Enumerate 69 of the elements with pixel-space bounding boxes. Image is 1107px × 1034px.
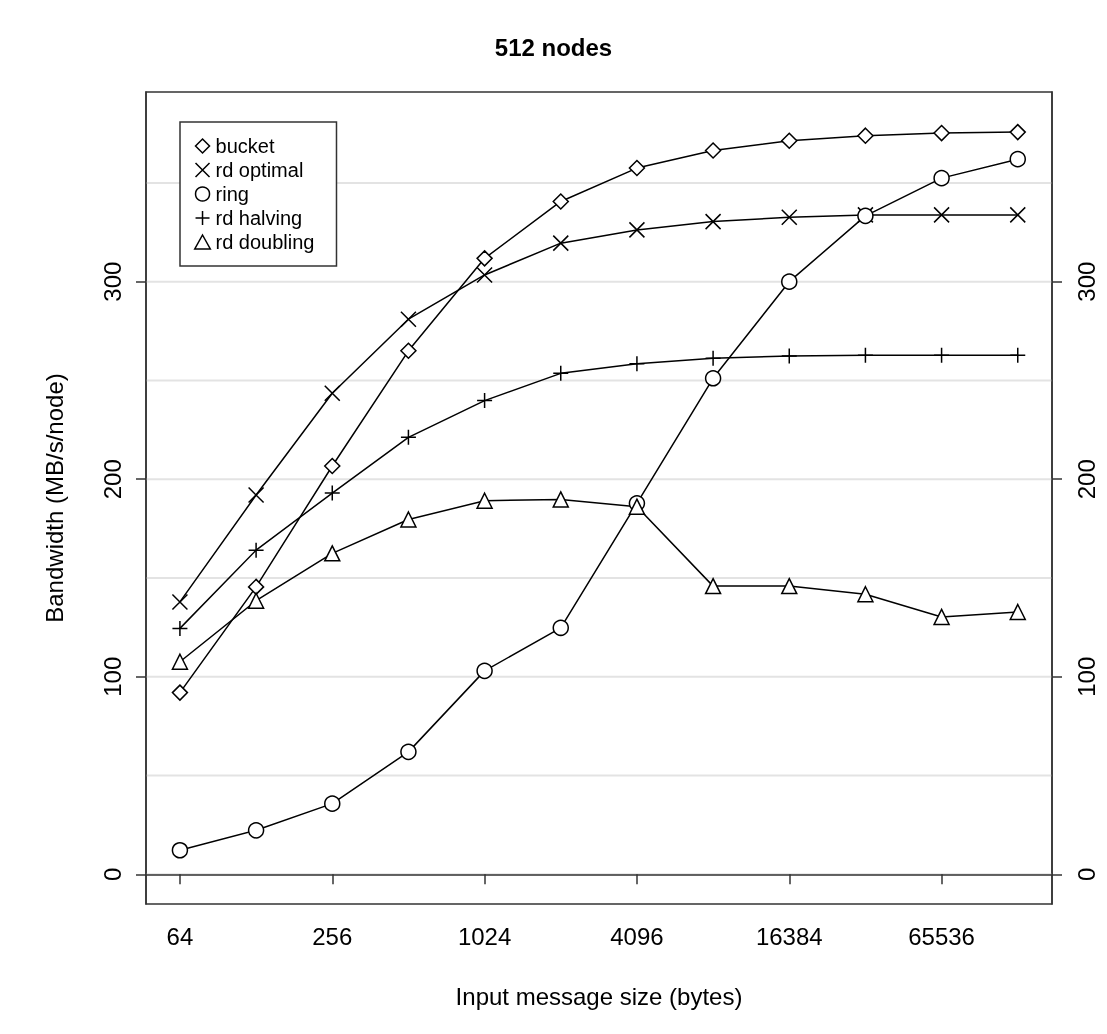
- point: [247, 592, 265, 609]
- x-tick-label: 16384: [755, 922, 823, 950]
- point: [476, 250, 493, 267]
- point: [324, 457, 341, 475]
- point: [171, 593, 189, 611]
- point: [628, 159, 646, 177]
- point: [552, 234, 570, 252]
- x-tick-label: 1024: [457, 922, 512, 950]
- point: [857, 127, 874, 144]
- x-tick-label: 64: [166, 922, 194, 950]
- point: [324, 545, 341, 562]
- point: [933, 608, 950, 626]
- point: [476, 392, 493, 409]
- point: [704, 142, 722, 159]
- x-axis-title: Input message size (bytes): [455, 982, 743, 1010]
- point: [933, 206, 950, 224]
- y2-tick-label: 300: [1072, 261, 1100, 302]
- point: [476, 266, 493, 284]
- legend-label: rd doubling: [215, 231, 315, 253]
- point: [857, 585, 874, 603]
- point: [171, 620, 189, 637]
- point: [247, 822, 265, 839]
- point: [400, 429, 417, 446]
- y2-tick-label: 0: [1072, 867, 1100, 882]
- y-tick-label: 0: [98, 867, 126, 882]
- y2-tick-label: 100: [1072, 656, 1100, 697]
- y-axis-title: Bandwidth (MB/s/node): [40, 373, 68, 623]
- point: [247, 486, 265, 504]
- point: [781, 577, 798, 595]
- legend-label: rd halving: [215, 207, 303, 229]
- point: [1009, 123, 1027, 141]
- point: [781, 132, 798, 150]
- point: [933, 169, 950, 187]
- point: [781, 209, 798, 226]
- point: [704, 577, 722, 595]
- legend-label: rd optimal: [215, 159, 304, 181]
- point: [400, 743, 417, 761]
- y-tick-label: 100: [98, 656, 126, 697]
- legend-label: ring: [215, 183, 249, 205]
- point: [552, 193, 570, 210]
- point: [476, 492, 493, 510]
- point: [1009, 150, 1027, 168]
- point: [400, 342, 417, 360]
- point: [933, 124, 950, 142]
- point: [171, 684, 189, 701]
- point: [704, 370, 722, 387]
- point: [247, 578, 265, 596]
- x-tick-label: 256: [312, 922, 353, 950]
- y2-tick-label: 200: [1072, 459, 1100, 500]
- point: [400, 310, 417, 328]
- x-tick-label: 65536: [908, 922, 975, 950]
- point: [1009, 206, 1027, 224]
- point: [781, 273, 798, 290]
- point: [476, 662, 493, 680]
- point: [324, 795, 341, 812]
- point: [324, 385, 341, 402]
- point: [400, 511, 417, 528]
- point: [552, 619, 570, 637]
- point: [704, 213, 722, 230]
- y-tick-label: 200: [98, 459, 126, 500]
- y-tick-label: 300: [98, 261, 126, 302]
- point: [1009, 603, 1027, 621]
- point: [171, 842, 189, 859]
- x-tick-label: 4096: [610, 922, 664, 950]
- chart-title: 512 nodes: [494, 33, 613, 61]
- point: [628, 221, 646, 239]
- legend-label: bucket: [215, 135, 275, 157]
- point: [171, 653, 189, 671]
- point: [552, 491, 570, 508]
